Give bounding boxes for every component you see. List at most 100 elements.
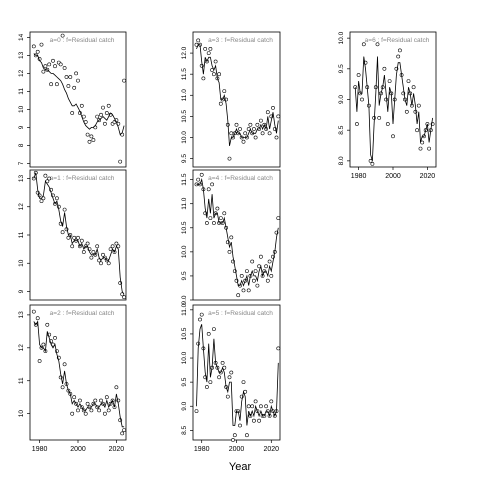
data-point: [238, 127, 242, 131]
data-point: [217, 72, 222, 77]
y-tick-label: 11.0: [181, 89, 188, 102]
data-point: [222, 211, 227, 216]
data-point: [210, 182, 215, 187]
data-point: [66, 84, 71, 88]
panel-label: a=6 : f=Residual catch: [365, 37, 430, 44]
data-point: [199, 312, 204, 317]
data-point: [99, 398, 103, 403]
data-point: [397, 48, 402, 53]
data-point: [243, 131, 248, 136]
y-tick-label: 8: [18, 143, 25, 147]
data-point: [382, 66, 387, 71]
y-tick-label: 12: [18, 69, 25, 77]
data-point: [271, 106, 275, 110]
data-point: [35, 316, 40, 321]
data-point: [244, 433, 249, 438]
data-point: [276, 216, 281, 221]
y-tick-label: 10.0: [181, 351, 188, 364]
fitted-line: [196, 44, 279, 146]
y-tick-label: 9.0: [181, 295, 188, 304]
data-point: [418, 146, 423, 151]
data-point: [199, 172, 204, 177]
fitted-line: [196, 324, 279, 426]
y-tick-label: 11.5: [181, 173, 188, 186]
data-point: [91, 250, 96, 254]
data-point: [241, 380, 246, 385]
x-tick-label: 2020: [264, 446, 280, 453]
data-point: [250, 404, 255, 409]
data-point: [99, 261, 103, 266]
data-point: [384, 97, 389, 102]
data-point: [110, 244, 115, 249]
data-point: [31, 309, 36, 314]
data-point: [79, 238, 84, 243]
x-tick-label: 2020: [109, 446, 125, 453]
data-point: [206, 187, 211, 192]
y-tick-label: 9.5: [338, 64, 345, 73]
data-point: [76, 235, 80, 240]
data-point: [60, 33, 65, 38]
y-tick-label: 14: [18, 33, 25, 41]
data-point: [70, 111, 75, 115]
data-point: [206, 51, 211, 56]
data-point: [208, 216, 213, 221]
y-tick-label: 11: [18, 377, 25, 384]
y-tick-label: 10.5: [181, 221, 188, 234]
data-point: [267, 131, 272, 136]
data-point: [248, 122, 253, 127]
data-point: [81, 250, 86, 254]
panel-label: a=3 : f=Residual catch: [208, 37, 273, 44]
data-point: [356, 73, 361, 77]
panel-label: a=5 : f=Residual catch: [208, 310, 273, 317]
y-tick-label: 11.0: [181, 197, 188, 210]
y-tick-label: 11.0: [181, 303, 188, 316]
data-point: [215, 206, 220, 211]
data-point: [87, 139, 92, 144]
panel-label: a=2 : f=Residual catch: [50, 310, 115, 317]
y-tick-label: 11: [18, 231, 25, 238]
y-tick-label: 12.0: [181, 46, 188, 59]
data-point: [60, 385, 65, 390]
panel-frame: [192, 31, 281, 168]
panel-frame: [192, 169, 281, 301]
data-point: [203, 47, 208, 51]
data-point: [196, 177, 201, 182]
data-point: [265, 110, 270, 115]
data-point: [258, 404, 263, 409]
data-point: [276, 114, 281, 119]
data-point: [220, 360, 225, 365]
x-tick-label: 1980: [194, 446, 210, 453]
data-point: [78, 398, 82, 403]
data-point: [264, 264, 269, 269]
data-point: [76, 408, 80, 413]
data-point: [360, 97, 364, 102]
data-point: [255, 122, 260, 127]
data-point: [39, 42, 44, 47]
y-tick-label: 9.5: [181, 271, 188, 280]
data-point: [72, 235, 77, 240]
y-tick-label: 9.5: [181, 377, 188, 386]
y-tick-label: 11.5: [181, 68, 188, 81]
data-point: [76, 78, 80, 83]
data-point: [64, 75, 69, 79]
data-point: [85, 132, 90, 137]
y-tick-label: 10.0: [338, 31, 345, 44]
y-tick-label: 12: [18, 203, 25, 211]
data-point: [229, 235, 234, 240]
data-point: [118, 159, 123, 164]
panel-0: 7 8 9 10 11 12 13 14 a=0 : f=Residual catch: [18, 31, 127, 168]
y-tick-label: 10.0: [181, 245, 188, 258]
data-point: [413, 109, 418, 114]
data-point: [68, 75, 73, 79]
data-point: [251, 127, 256, 131]
data-point: [225, 394, 230, 399]
data-point: [227, 156, 232, 161]
y-tick-label: 8.5: [181, 425, 188, 434]
data-point: [62, 362, 67, 367]
y-tick-label: 13: [18, 51, 25, 59]
data-point: [81, 114, 86, 119]
data-point: [89, 408, 94, 413]
fitted-line: [196, 178, 279, 287]
data-point: [101, 252, 105, 257]
y-tick-label: 7: [18, 161, 25, 165]
